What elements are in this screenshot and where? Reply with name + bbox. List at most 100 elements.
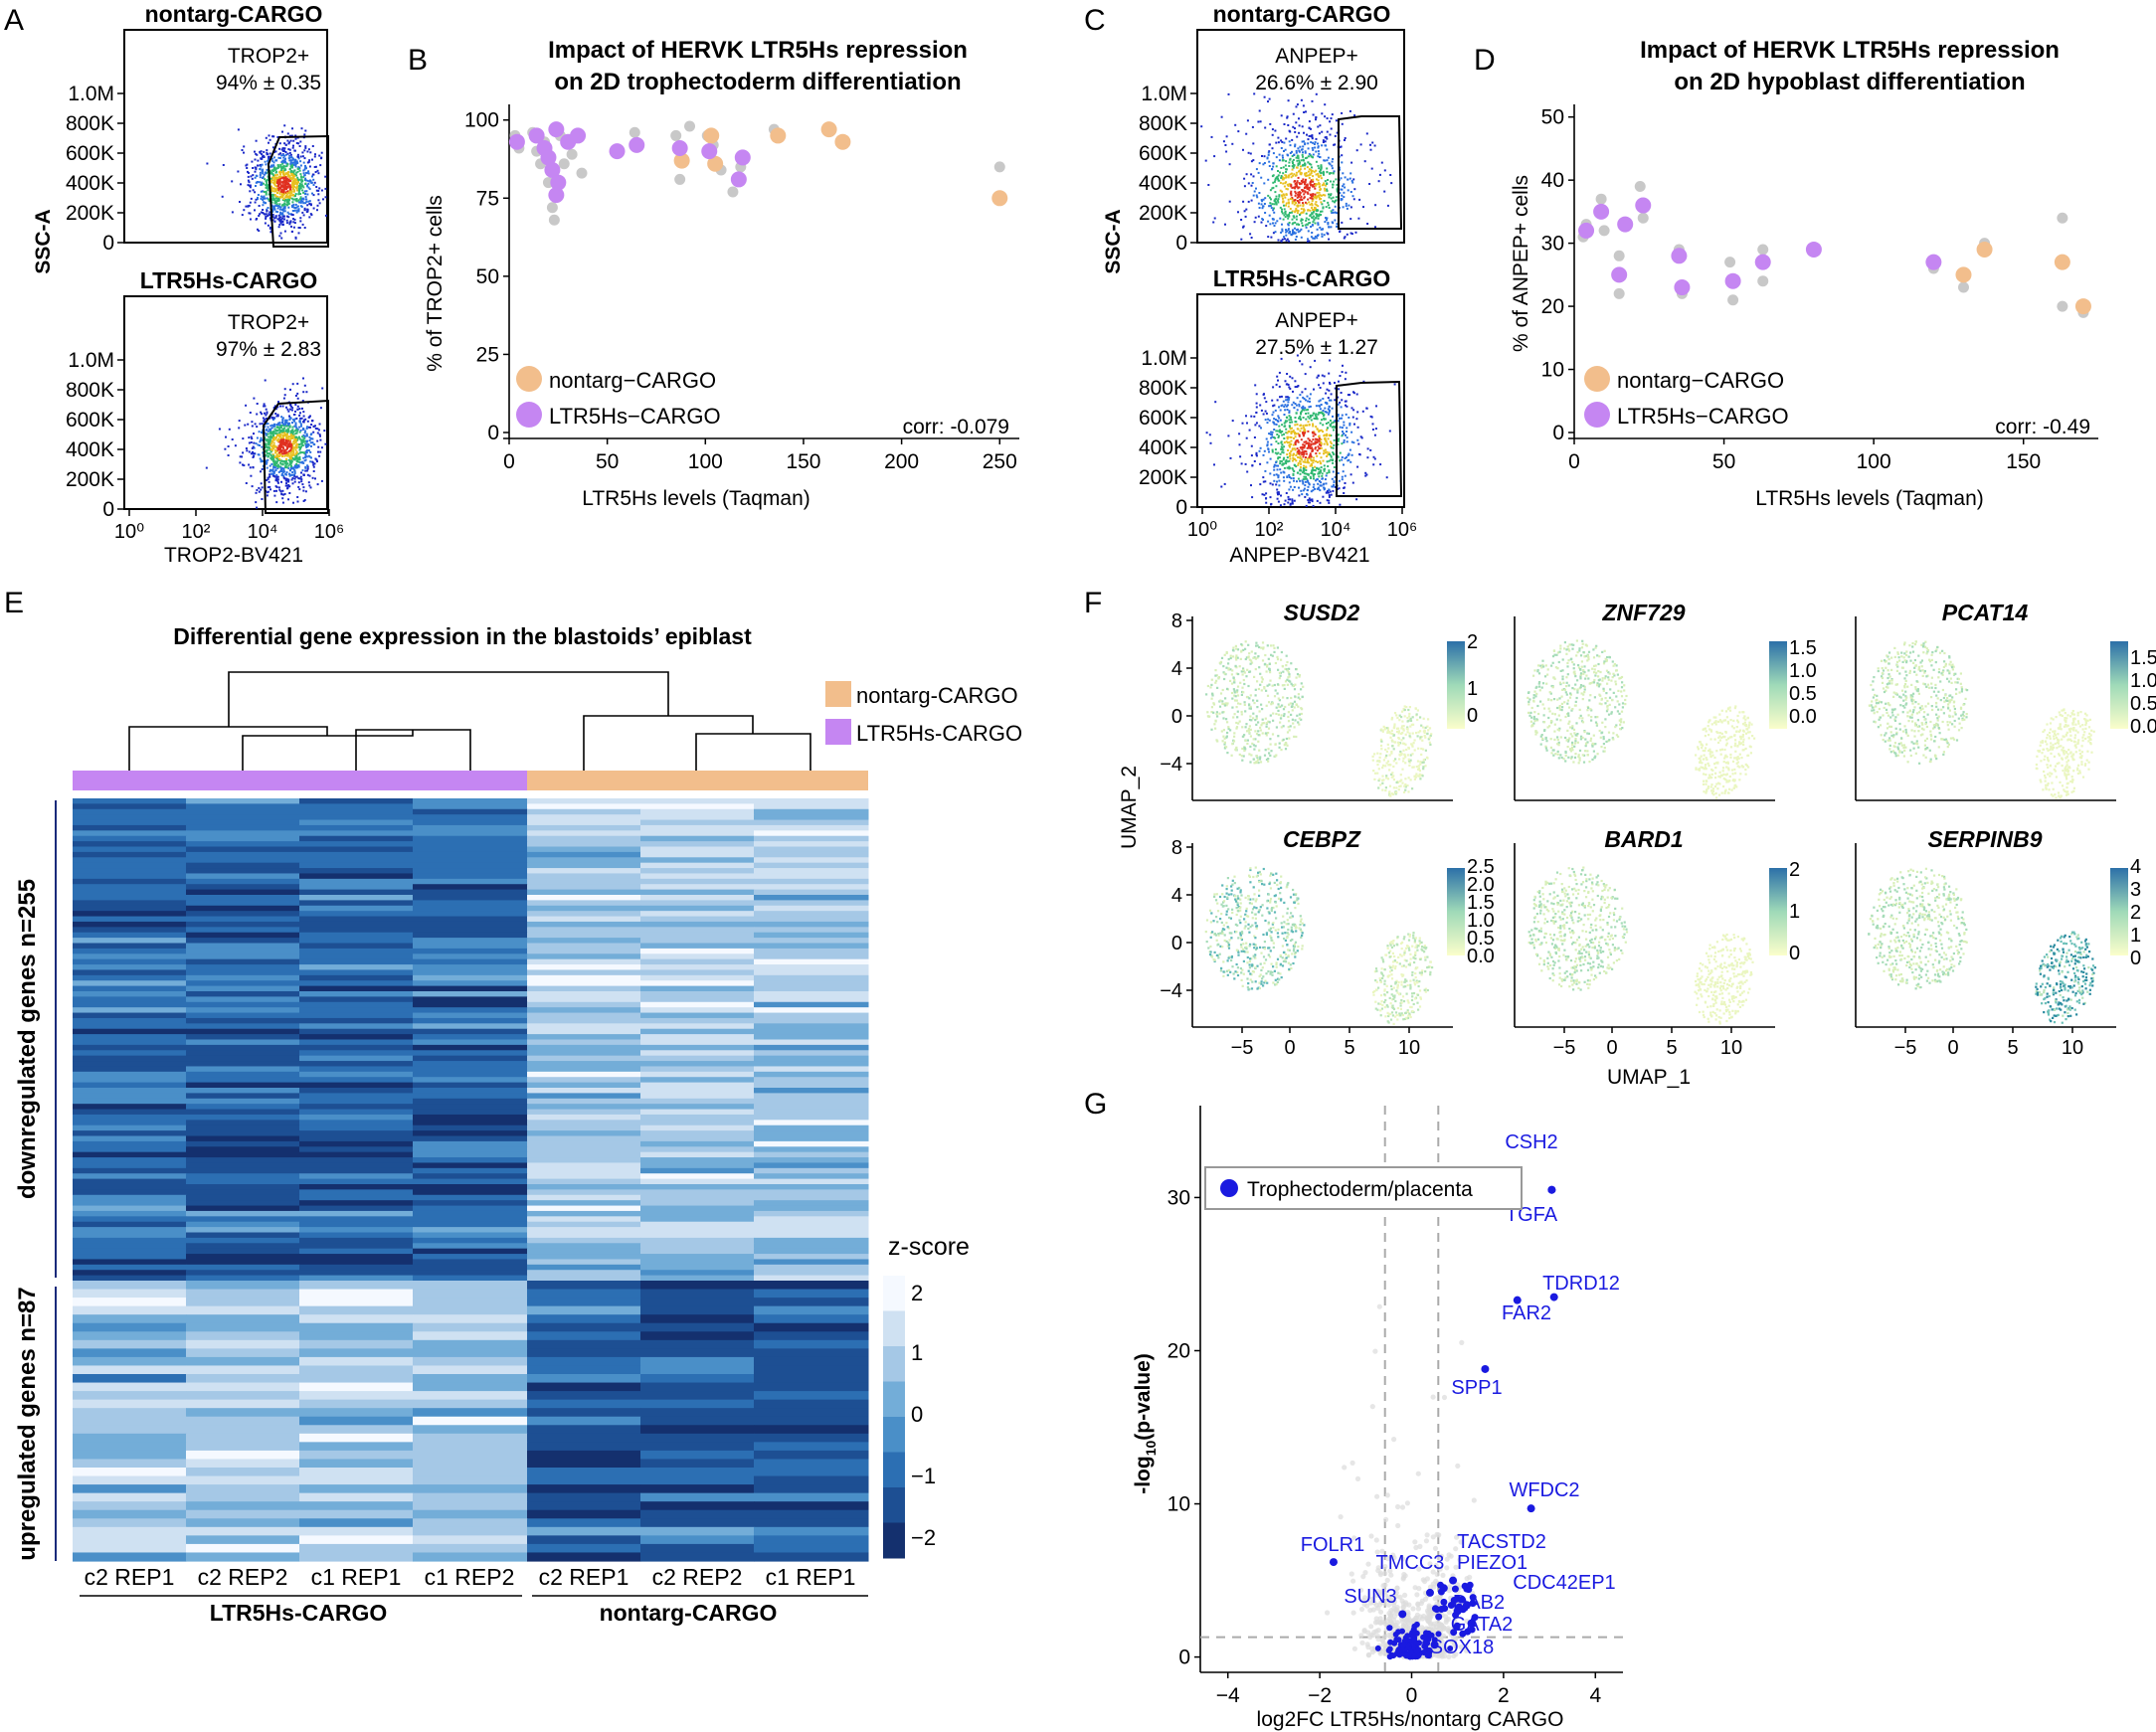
flow-event <box>1353 188 1355 190</box>
heatmap-cell <box>754 1072 869 1078</box>
flow-event <box>1305 419 1307 421</box>
flow-event <box>248 464 250 466</box>
flow-event <box>278 489 280 491</box>
flow-event <box>289 157 291 159</box>
flow-event <box>279 449 281 451</box>
flow-event <box>1310 443 1312 445</box>
heatmap-cell <box>640 1040 755 1046</box>
flow-event <box>312 477 314 479</box>
flow-event <box>303 162 305 164</box>
flow-event <box>1348 417 1349 419</box>
flow-event <box>1320 175 1322 177</box>
heatmap-cell <box>299 1110 414 1116</box>
flow-event <box>1326 472 1328 474</box>
flow-event <box>310 180 312 182</box>
replicate-point <box>1727 294 1738 305</box>
heatmap-cell <box>413 830 528 836</box>
flow-event <box>1298 177 1300 179</box>
flow-event <box>1318 150 1320 152</box>
flow-event <box>1287 456 1289 458</box>
flow-event <box>310 433 312 435</box>
flow-event <box>1317 461 1319 463</box>
flow-event <box>1275 440 1277 442</box>
flow-event <box>294 481 296 483</box>
flow-event <box>1276 489 1278 491</box>
flow-event <box>255 166 257 168</box>
heatmap-cell <box>754 1110 869 1116</box>
flow-event <box>1245 209 1247 211</box>
flow-event <box>1329 383 1331 385</box>
flow-event <box>295 207 297 209</box>
flow-event <box>1309 401 1311 403</box>
flow-event <box>1366 223 1368 225</box>
y-tick-label: 50 <box>1541 106 1564 129</box>
flow-event <box>1265 502 1267 504</box>
flow-event <box>1315 141 1317 143</box>
flow-event <box>1289 388 1291 390</box>
flow-event <box>1323 172 1325 174</box>
heatmap-cell <box>73 1007 187 1013</box>
flow-event <box>289 189 291 191</box>
flow-event <box>297 142 299 144</box>
heatmap-cell <box>527 964 641 970</box>
heatmap-cell <box>73 841 187 847</box>
flow-event <box>1323 415 1325 417</box>
flow-event <box>264 202 266 204</box>
heatmap-cell <box>413 814 528 820</box>
flow-event <box>284 452 286 454</box>
flow-event <box>275 474 277 476</box>
heatmap-cell <box>413 1120 528 1126</box>
heatmap-cell <box>186 1146 300 1152</box>
heatmap-cell <box>73 798 187 804</box>
flow-event <box>297 179 299 181</box>
flow-event <box>1289 415 1291 417</box>
flow-event <box>1299 151 1301 153</box>
flow-event <box>316 440 318 442</box>
heatmap-cell <box>527 798 641 804</box>
flow-y-axis: 0200K400K600K800K1.0M <box>66 83 124 255</box>
flow-event <box>289 185 291 187</box>
flow-event <box>1284 208 1286 210</box>
heatmap-cell <box>186 1130 300 1136</box>
flow-event <box>1305 179 1307 181</box>
flow-event <box>1273 412 1275 414</box>
flow-event <box>299 141 301 143</box>
flow-event <box>1274 225 1276 227</box>
flow-event <box>1315 118 1317 120</box>
x-tick-label: 150 <box>2006 450 2041 473</box>
flow-event <box>1266 413 1268 415</box>
flow-event <box>1256 422 1258 424</box>
flow-event <box>1330 181 1332 183</box>
flow-event <box>275 457 277 459</box>
flow-event <box>1307 193 1309 195</box>
heatmap-cell <box>73 1093 187 1099</box>
flow-event <box>1298 117 1300 119</box>
flow-event <box>257 229 259 231</box>
heatmap-cell <box>186 1115 300 1121</box>
flow-event <box>1274 181 1276 183</box>
flow-event <box>1288 165 1290 167</box>
flow-event <box>1351 180 1353 182</box>
flow-event <box>265 163 267 165</box>
flow-event <box>1310 477 1312 479</box>
flow-event <box>286 455 288 457</box>
flow-event <box>1279 462 1281 464</box>
flow-event <box>1317 377 1319 379</box>
heatmap-cell <box>186 1141 300 1147</box>
flow-event <box>1341 459 1343 461</box>
heatmap-cell <box>73 884 187 890</box>
flow-event <box>1308 155 1310 157</box>
flow-event <box>272 466 274 468</box>
flow-event <box>312 174 314 176</box>
flow-event <box>1347 440 1348 442</box>
heatmap-cell <box>640 991 755 997</box>
heatmap-cell <box>527 1061 641 1067</box>
flow-event <box>1251 237 1253 239</box>
flow-event <box>273 436 275 438</box>
flow-event <box>1366 132 1368 134</box>
flow-event <box>1303 197 1305 199</box>
flow-event <box>1381 162 1383 164</box>
flow-event <box>267 169 269 171</box>
heatmap-cell <box>186 1099 300 1105</box>
flow-event <box>1270 458 1272 460</box>
